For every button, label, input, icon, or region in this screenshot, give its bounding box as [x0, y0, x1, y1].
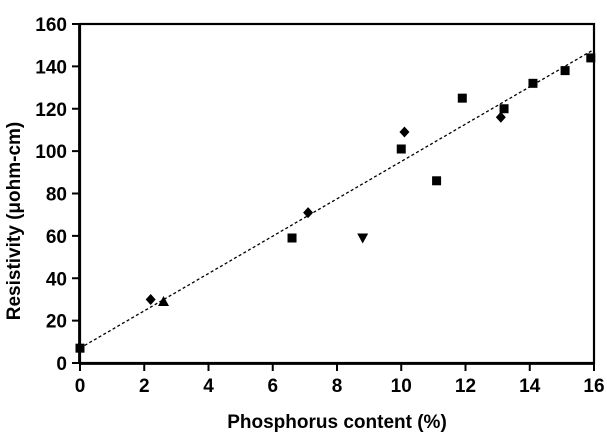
data-point-diamond [399, 126, 410, 138]
data-point-square [457, 93, 467, 103]
data-point-square [75, 343, 85, 353]
y-tick-label: 100 [35, 142, 67, 163]
x-tick-label: 2 [139, 376, 150, 397]
y-tick-label: 40 [46, 269, 67, 290]
data-point-square [528, 78, 538, 88]
plot-frame [78, 22, 596, 365]
trend-line [79, 48, 595, 349]
y-tick-label: 20 [46, 312, 67, 333]
data-point-square [432, 176, 442, 186]
x-tick-label: 10 [391, 376, 412, 397]
x-tick-label: 14 [519, 376, 541, 397]
x-tick-label: 6 [267, 376, 278, 397]
x-tick-label: 12 [455, 376, 476, 397]
x-tick-label: 0 [75, 376, 86, 397]
data-point-diamond [145, 293, 156, 305]
data-point-square [499, 104, 509, 114]
data-point-square [586, 53, 596, 63]
y-tick-label: 60 [46, 227, 67, 248]
y-tick-label: 120 [35, 100, 67, 121]
x-axis-title: Phosphorus content (%) [227, 412, 447, 433]
data-point-square [560, 66, 570, 76]
data-point-triangle-up [158, 296, 170, 307]
data-point-diamond [303, 207, 314, 219]
data-point-diamond [495, 111, 506, 123]
y-tick-label: 0 [56, 354, 67, 375]
x-tick-label: 8 [332, 376, 343, 397]
data-point-square [396, 144, 406, 154]
x-tick-label: 4 [203, 376, 214, 397]
x-tick-label: 16 [583, 376, 604, 397]
data-point-square [287, 233, 297, 243]
y-tick-label: 140 [35, 57, 67, 78]
y-tick-label: 160 [35, 15, 67, 36]
data-point-triangle-down [357, 233, 369, 244]
y-tick-label: 80 [46, 185, 67, 206]
y-axis-title: Resistivity (μohm-cm) [4, 122, 25, 321]
